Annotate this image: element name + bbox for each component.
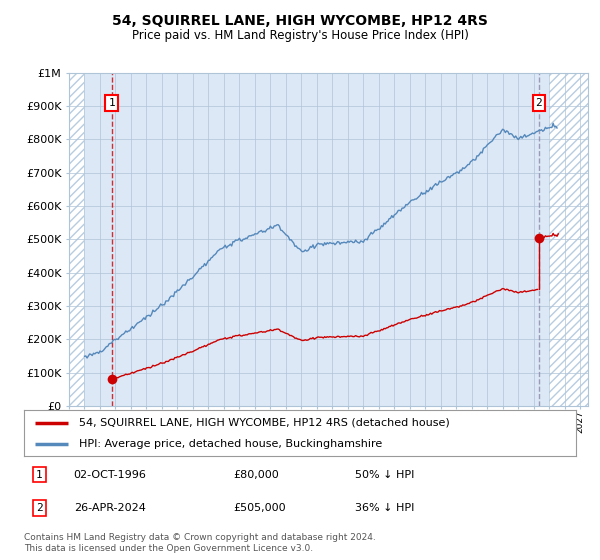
Text: 54, SQUIRREL LANE, HIGH WYCOMBE, HP12 4RS: 54, SQUIRREL LANE, HIGH WYCOMBE, HP12 4R…	[112, 14, 488, 28]
Text: 2: 2	[36, 503, 43, 513]
Bar	[549, 73, 588, 406]
Text: Contains HM Land Registry data © Crown copyright and database right 2024.
This d: Contains HM Land Registry data © Crown c…	[24, 533, 376, 553]
Text: 54, SQUIRREL LANE, HIGH WYCOMBE, HP12 4RS (detached house): 54, SQUIRREL LANE, HIGH WYCOMBE, HP12 4R…	[79, 418, 450, 428]
Text: 1: 1	[36, 470, 43, 479]
Text: 26-APR-2024: 26-APR-2024	[74, 503, 146, 513]
Text: Price paid vs. HM Land Registry's House Price Index (HPI): Price paid vs. HM Land Registry's House …	[131, 29, 469, 42]
Bar	[69, 73, 85, 406]
Text: £80,000: £80,000	[234, 470, 280, 479]
Text: 1: 1	[108, 98, 115, 108]
Text: 50% ↓ HPI: 50% ↓ HPI	[355, 470, 415, 479]
Text: £505,000: £505,000	[234, 503, 286, 513]
Text: 02-OCT-1996: 02-OCT-1996	[74, 470, 146, 479]
Text: HPI: Average price, detached house, Buckinghamshire: HPI: Average price, detached house, Buck…	[79, 439, 382, 449]
Text: 2: 2	[535, 98, 542, 108]
Text: 36% ↓ HPI: 36% ↓ HPI	[355, 503, 415, 513]
